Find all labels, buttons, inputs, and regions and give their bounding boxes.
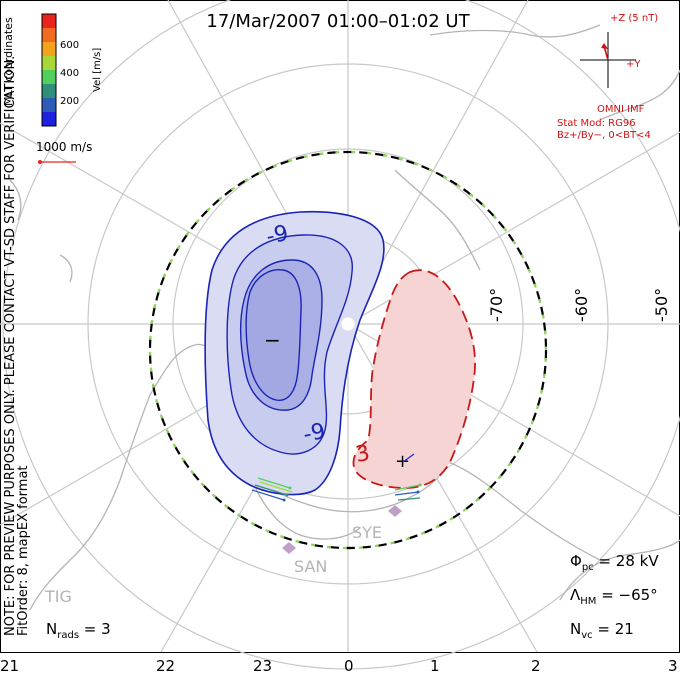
station-sye: SYE: [352, 505, 402, 542]
velocity-vectors-right: [394, 453, 422, 501]
lat-label-70: -70°: [487, 288, 506, 322]
velocity-vectors-left: [251, 477, 293, 502]
imf-source: OMNI IMF: [597, 104, 645, 115]
neg-contour-label-bottom: -9: [301, 419, 328, 448]
colorbar-swatch: [42, 42, 56, 57]
station-sye-label: SYE: [352, 523, 382, 542]
positive-potential-cell: 3 +: [352, 269, 476, 489]
fit-statistics: Φpc = 28 kV ΛHM = −65° Nvc = 21 Nrads = …: [46, 552, 659, 641]
colorbar-swatch: [42, 84, 56, 99]
colorbar-tick-400: 400: [60, 68, 79, 79]
colorbar-swatch: [42, 14, 56, 29]
lat-label-60: -60°: [572, 288, 591, 322]
colorbar-tick-600: 600: [60, 40, 79, 51]
mlt-label-1: 1: [430, 657, 440, 674]
hm-boundary-highlight: [148, 150, 548, 550]
stat-n-rads: Nrads = 3: [46, 620, 111, 641]
colorbar-swatch: [42, 112, 56, 127]
map-title: 17/Mar/2007 01:00–01:02 UT: [206, 11, 470, 32]
station-san: SAN: [282, 542, 327, 576]
velocity-reference: 1000 m/s: [36, 140, 92, 164]
preview-note: NOTE: FOR PREVIEW PURPOSES ONLY. PLEASE …: [3, 56, 18, 636]
stat-n-vc: Nvc = 21: [570, 620, 634, 641]
imf-z-label: +Z (5 nT): [610, 13, 658, 24]
imf-model-line2: Bz+/By−, 0<BT<4: [557, 130, 651, 141]
mlt-label-2: 2: [531, 657, 541, 674]
mlt-label-3: 3: [668, 657, 678, 674]
neg-contour-label-top: -9: [264, 221, 291, 250]
imf-model-line1: Stat Mod: RG96: [557, 118, 636, 129]
lat-label-50: -50°: [652, 288, 671, 322]
velocity-colorbar: 600 400 200 Vel [m/s]: [41, 13, 103, 127]
velocity-reference-label: 1000 m/s: [36, 140, 92, 154]
mlt-label-21: 21: [0, 657, 19, 674]
colorbar-swatch: [42, 98, 56, 113]
mlt-label-23: 23: [253, 657, 272, 674]
pos-contour-label: 3: [354, 441, 372, 468]
pole-marker: [340, 316, 356, 332]
colorbar-swatch: [42, 28, 56, 43]
mlt-label-0: 0: [344, 657, 354, 674]
colorbar-tick-200: 200: [60, 96, 79, 107]
colorbar-swatch: [42, 56, 56, 71]
station-san-label: SAN: [294, 557, 327, 576]
imf-clock: +Z (5 nT) +Y OMNI IMF Stat Mod: RG96 Bz+…: [557, 13, 658, 141]
potential-minimum-marker: −: [264, 328, 281, 352]
station-tig-label: TIG: [44, 587, 72, 606]
fit-order-label: FitOrder: 8, mapEX format: [16, 465, 31, 636]
negative-potential-cell: -9 -9 −: [204, 210, 385, 496]
mlt-axis: 21 22 23 0 1 2 3: [0, 657, 678, 674]
mlt-label-22: 22: [156, 657, 175, 674]
colorbar-label: Vel [m/s]: [92, 48, 103, 92]
potential-maximum-marker: +: [395, 451, 410, 472]
colorbar-swatch: [42, 70, 56, 85]
coords-label: MLT coordinates: [2, 17, 15, 106]
imf-y-label: +Y: [626, 59, 641, 70]
